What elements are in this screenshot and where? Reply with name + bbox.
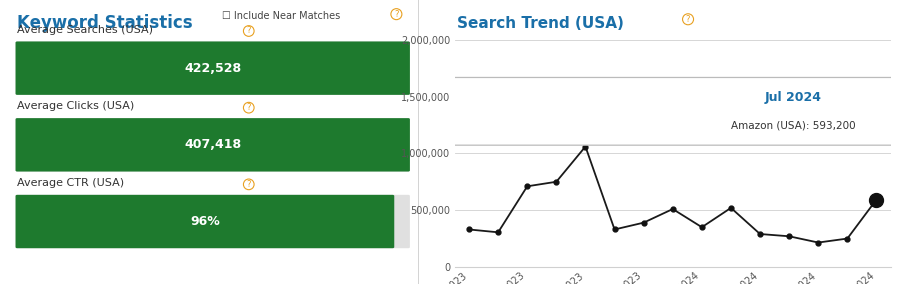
FancyBboxPatch shape (15, 41, 410, 95)
Text: 96%: 96% (190, 215, 220, 228)
Text: ?: ? (686, 15, 690, 24)
Text: ?: ? (394, 10, 399, 19)
Text: Jul 2024: Jul 2024 (765, 91, 822, 104)
FancyBboxPatch shape (15, 195, 394, 248)
FancyBboxPatch shape (0, 78, 900, 145)
Text: ☐ Include Near Matches: ☐ Include Near Matches (222, 11, 340, 21)
Text: Average Clicks (USA): Average Clicks (USA) (17, 101, 134, 111)
Text: ?: ? (247, 103, 251, 112)
FancyBboxPatch shape (15, 118, 410, 172)
Text: 407,418: 407,418 (184, 138, 241, 151)
FancyBboxPatch shape (15, 41, 410, 95)
Text: Average Searches (USA): Average Searches (USA) (17, 25, 153, 35)
Text: ?: ? (247, 180, 251, 189)
Text: Average CTR (USA): Average CTR (USA) (17, 178, 124, 188)
FancyBboxPatch shape (15, 195, 410, 248)
Text: Keyword Statistics: Keyword Statistics (17, 14, 193, 32)
Text: Search Trend (USA): Search Trend (USA) (457, 16, 624, 31)
FancyBboxPatch shape (15, 118, 410, 172)
Text: Amazon (USA): 593,200: Amazon (USA): 593,200 (731, 120, 856, 130)
Text: ?: ? (247, 26, 251, 36)
Text: 422,528: 422,528 (184, 62, 241, 75)
